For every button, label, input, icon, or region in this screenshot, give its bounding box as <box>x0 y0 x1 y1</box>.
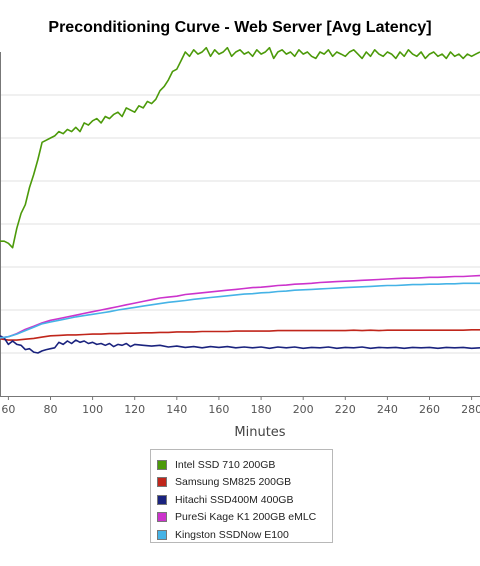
series-line-0 <box>0 46 480 249</box>
x-tick-label-6: 180 <box>251 403 272 416</box>
legend-swatch-2 <box>157 494 167 505</box>
x-tick-label-4: 140 <box>166 403 187 416</box>
x-tick-label-5: 160 <box>208 403 229 416</box>
legend-label-3: PureSi Kage K1 200GB eMLC <box>175 511 317 524</box>
legend: Intel SSD 710 200GB Samsung SM825 200GB Hi… <box>150 449 333 543</box>
grid-layer <box>0 94 480 354</box>
legend-label-4: Kingston SSDNow E100 <box>175 528 289 541</box>
x-tick-label-2: 100 <box>82 403 103 416</box>
legend-item-4: Kingston SSDNow E100 <box>157 526 332 544</box>
x-tick-label-11: 280 <box>461 403 480 416</box>
tick-layer: 60 80 100 120 140 160 180 200 220 240 260 280 <box>1 396 480 416</box>
x-axis-title: Minutes <box>234 425 285 440</box>
legend-swatch-0 <box>157 459 167 470</box>
x-tick-label-3: 120 <box>124 403 145 416</box>
legend-label-1: Samsung SM825 200GB <box>175 476 292 489</box>
series-line-1 <box>0 329 480 341</box>
legend-item-1: Samsung SM825 200GB <box>157 474 332 492</box>
legend-item-3: PureSi Kage K1 200GB eMLC <box>157 509 332 527</box>
series-line-4 <box>0 282 480 339</box>
legend-label-2: Hitachi SSD400M 400GB <box>175 493 294 506</box>
legend-swatch-1 <box>157 477 167 488</box>
x-tick-label-0: 60 <box>1 403 15 416</box>
legend-swatch-3 <box>157 512 167 523</box>
legend-item-0: Intel SSD 710 200GB <box>157 456 332 474</box>
series-line-3 <box>0 274 480 339</box>
x-tick-label-9: 240 <box>377 403 398 416</box>
legend-label-0: Intel SSD 710 200GB <box>175 458 276 471</box>
x-tick-label-10: 260 <box>419 403 440 416</box>
x-tick-label-1: 80 <box>44 403 58 416</box>
series-layer <box>0 46 480 354</box>
legend-swatch-4 <box>157 529 167 540</box>
legend-item-2: Hitachi SSD400M 400GB <box>157 491 332 509</box>
x-tick-label-8: 220 <box>335 403 356 416</box>
chart-title: Preconditioning Curve - Web Server [Avg … <box>48 19 432 36</box>
series-line-2 <box>0 335 480 354</box>
x-tick-label-7: 200 <box>293 403 314 416</box>
